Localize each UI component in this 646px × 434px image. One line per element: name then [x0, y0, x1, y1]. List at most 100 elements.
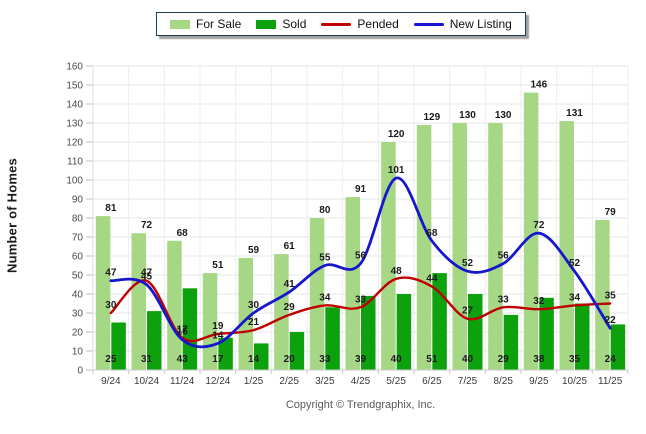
sold-value-label: 43 [177, 354, 189, 365]
pended-value-label: 34 [569, 292, 581, 303]
y-tick-label: 90 [72, 195, 84, 206]
new-listing-value-label: 101 [388, 165, 405, 176]
y-tick-label: 70 [72, 233, 84, 244]
y-tick-label: 0 [77, 366, 83, 377]
x-tick-label: 4/25 [351, 376, 371, 387]
sold-value-label: 40 [391, 354, 403, 365]
y-tick-label: 60 [72, 252, 84, 263]
legend-item-pended: Pended [321, 17, 399, 31]
sold-value-label: 35 [569, 354, 581, 365]
pended-value-label: 33 [498, 294, 510, 305]
sold-value-label: 14 [248, 354, 260, 365]
y-tick-label: 120 [66, 138, 83, 149]
sold-swatch [256, 19, 277, 29]
x-tick-label: 12/24 [205, 376, 230, 387]
sold-value-label: 31 [141, 354, 153, 365]
y-tick-label: 160 [66, 62, 83, 73]
x-tick-label: 7/25 [458, 376, 478, 387]
sold-value-label: 20 [284, 354, 296, 365]
y-tick-label: 30 [72, 309, 84, 320]
for-sale-value-label: 120 [388, 129, 405, 140]
new-listing-value-label: 22 [605, 315, 617, 326]
for-sale-value-label: 81 [105, 203, 117, 214]
x-tick-label: 1/25 [244, 376, 264, 387]
sold-value-label: 29 [498, 354, 510, 365]
for-sale-value-label: 130 [459, 110, 476, 121]
y-tick-label: 150 [66, 81, 83, 92]
for-sale-value-label: 79 [605, 207, 617, 218]
bar-sold [503, 314, 519, 370]
copyright-text: Copyright © Trendgraphix, Inc. [285, 399, 436, 411]
pended-value-label: 44 [426, 273, 438, 284]
bar-sold [396, 294, 412, 370]
new-listing-value-label: 56 [355, 251, 367, 262]
for-sale-value-label: 131 [566, 108, 583, 119]
bar-for-sale [274, 254, 289, 370]
new-listing-value-label: 14 [212, 330, 224, 341]
x-tick-label: 3/25 [315, 376, 335, 387]
y-tick-label: 130 [66, 119, 83, 130]
chart-legend: For Sale Sold Pended New Listing [156, 12, 526, 36]
new-listing-value-label: 55 [319, 253, 331, 264]
bar-sold [218, 337, 233, 370]
for-sale-value-label: 61 [284, 241, 296, 252]
pended-value-label: 29 [284, 302, 296, 313]
y-tick-label: 20 [72, 328, 84, 339]
sold-value-label: 33 [319, 354, 331, 365]
bar-for-sale [523, 92, 539, 370]
for-sale-value-label: 59 [248, 245, 260, 256]
for-sale-value-label: 68 [177, 228, 189, 239]
new-listing-swatch [413, 22, 444, 26]
for-sale-value-label: 130 [495, 110, 512, 121]
bar-for-sale [452, 123, 467, 370]
bar-sold [575, 303, 590, 370]
pended-value-label: 19 [212, 321, 224, 332]
sold-value-label: 17 [212, 354, 224, 365]
bar-sold [289, 332, 305, 370]
x-tick-label: 11/25 [598, 376, 623, 387]
pended-value-label: 35 [605, 291, 617, 302]
y-tick-label: 140 [66, 100, 83, 111]
for-sale-value-label: 91 [355, 184, 367, 195]
pended-value-label: 21 [248, 317, 260, 328]
y-tick-label: 50 [72, 271, 84, 282]
bar-sold [111, 322, 126, 370]
bar-for-sale [595, 219, 610, 370]
bar-sold [147, 311, 162, 370]
new-listing-value-label: 72 [533, 220, 545, 231]
y-tick-label: 40 [72, 290, 84, 301]
legend-label-new-listing: New Listing [449, 17, 512, 31]
bar-sold [361, 295, 376, 370]
legend-label-for-sale: For Sale [196, 17, 242, 31]
bar-sold [468, 294, 483, 370]
for-sale-value-label: 146 [530, 80, 547, 91]
y-tick-label: 80 [72, 214, 84, 225]
x-tick-label: 11/24 [170, 376, 195, 387]
new-listing-value-label: 30 [248, 300, 260, 311]
pended-value-label: 17 [177, 325, 189, 336]
x-tick-label: 9/25 [529, 376, 549, 387]
pended-value-label: 47 [141, 268, 153, 279]
pended-swatch [321, 22, 352, 26]
new-listing-line [109, 176, 612, 349]
y-tick-label: 100 [66, 176, 83, 187]
bar-sold [325, 307, 340, 370]
legend-label-pended: Pended [357, 17, 399, 31]
sold-value-label: 38 [533, 354, 545, 365]
new-listing-value-label: 68 [426, 228, 438, 239]
sold-value-label: 51 [426, 354, 438, 365]
x-tick-label: 10/24 [134, 376, 159, 387]
bar-for-sale [488, 123, 503, 370]
bar-for-sale [309, 218, 325, 370]
x-tick-label: 2/25 [279, 376, 299, 387]
pended-value-label: 27 [462, 306, 474, 317]
bar-sold [182, 288, 198, 370]
legend-item-sold: Sold [256, 18, 306, 30]
pended-value-label: 32 [533, 296, 545, 307]
pended-line [109, 276, 612, 343]
x-tick-label: 9/24 [101, 376, 121, 387]
sold-value-label: 24 [605, 354, 617, 365]
bar-for-sale [95, 216, 111, 370]
